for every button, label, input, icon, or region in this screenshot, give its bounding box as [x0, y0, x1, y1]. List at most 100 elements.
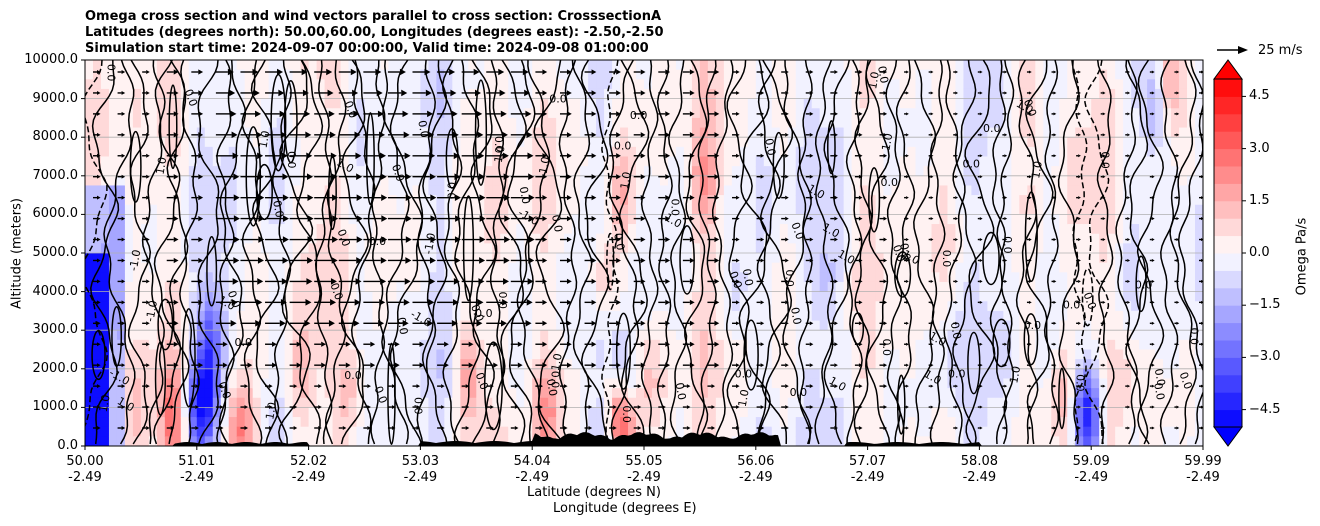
omega-cell [420, 349, 429, 360]
omega-cell [1011, 291, 1020, 302]
omega-cell [771, 301, 781, 312]
omega-cell [292, 436, 302, 446]
omega-cell [332, 272, 342, 283]
omega-cell [739, 417, 749, 428]
omega-cell [132, 146, 142, 158]
omega-cell [803, 156, 813, 167]
omega-cell [987, 204, 996, 215]
omega-cell [723, 185, 733, 196]
omega-cell [420, 137, 429, 148]
omega-cell [380, 79, 390, 90]
omega-cell [795, 426, 805, 437]
omega-cell [620, 349, 629, 360]
omega-cell [132, 137, 142, 148]
omega-cell [620, 117, 629, 129]
omega-cell [827, 195, 837, 206]
omega-cell [883, 281, 893, 293]
omega-cell [875, 79, 885, 90]
omega-cell [763, 185, 773, 196]
omega-cell [412, 310, 421, 322]
omega-cell [316, 320, 326, 331]
omega-cell [675, 108, 685, 119]
omega-cell [628, 175, 637, 187]
omega-cell [420, 368, 429, 380]
omega-cell [707, 388, 717, 399]
omega-cell [1011, 330, 1020, 341]
omega-cell [204, 368, 214, 380]
omega-cell [564, 291, 573, 302]
omega-cell [140, 359, 150, 370]
omega-cell [755, 146, 765, 158]
omega-cell [915, 233, 925, 244]
omega-cell [300, 243, 310, 254]
omega-cell [204, 310, 214, 322]
omega-cell [859, 330, 869, 341]
omega-cell [492, 175, 501, 187]
omega-cell [659, 224, 669, 235]
omega-cell [300, 378, 310, 389]
omega-cell [939, 359, 949, 370]
omega-cell [827, 281, 837, 293]
omega-cell [843, 88, 853, 100]
omega-cell [707, 88, 717, 100]
omega-cell [675, 281, 685, 293]
omega-cell [580, 127, 589, 138]
omega-cell [556, 320, 565, 331]
omega-cell [468, 301, 477, 312]
omega-cell [100, 436, 110, 446]
omega-cell [659, 185, 669, 196]
omega-cell [156, 417, 166, 428]
omega-cell [1051, 368, 1060, 380]
omega-cell [683, 117, 693, 129]
omega-cell [715, 108, 725, 119]
omega-cell [971, 79, 980, 90]
omega-cell [548, 146, 557, 158]
omega-cell [907, 79, 917, 90]
omega-cell [1043, 146, 1052, 158]
omega-cell [763, 166, 773, 177]
omega-cell [835, 108, 845, 119]
omega-cell [188, 368, 198, 380]
omega-cell [332, 339, 342, 351]
omega-cell [476, 60, 485, 71]
omega-cell [691, 349, 701, 360]
omega-cell [396, 291, 406, 302]
omega-cell [332, 310, 342, 322]
omega-cell [747, 388, 757, 399]
omega-cell [85, 397, 94, 408]
omega-cell [651, 108, 661, 119]
omega-cell [348, 407, 358, 418]
omega-cell [819, 79, 829, 90]
omega-cell [779, 233, 789, 244]
omega-cell [843, 204, 853, 215]
omega-cell [636, 368, 645, 380]
omega-cell [867, 108, 877, 119]
omega-cell [508, 224, 517, 235]
omega-cell [620, 137, 629, 148]
omega-cell [596, 204, 605, 215]
omega-cell [995, 156, 1004, 167]
omega-cell [715, 349, 725, 360]
omega-cell [971, 166, 980, 177]
omega-cell [292, 291, 302, 302]
omega-cell [675, 388, 685, 399]
omega-cell [963, 397, 973, 408]
omega-cell [156, 166, 166, 177]
omega-cell [564, 417, 573, 428]
omega-cell [659, 262, 669, 273]
omega-cell [108, 359, 118, 370]
omega-cell [436, 368, 445, 380]
omega-cell [803, 175, 813, 187]
omega-cell [180, 195, 190, 206]
omega-cell [548, 98, 557, 109]
omega-cell [292, 426, 302, 437]
omega-cell [979, 146, 988, 158]
omega-cell [628, 127, 637, 138]
omega-cell [164, 368, 174, 380]
omega-cell [715, 397, 725, 408]
omega-cell [356, 310, 366, 322]
omega-cell [835, 156, 845, 167]
omega-cell [292, 262, 302, 273]
omega-cell [907, 214, 917, 225]
omega-cell [172, 175, 182, 187]
